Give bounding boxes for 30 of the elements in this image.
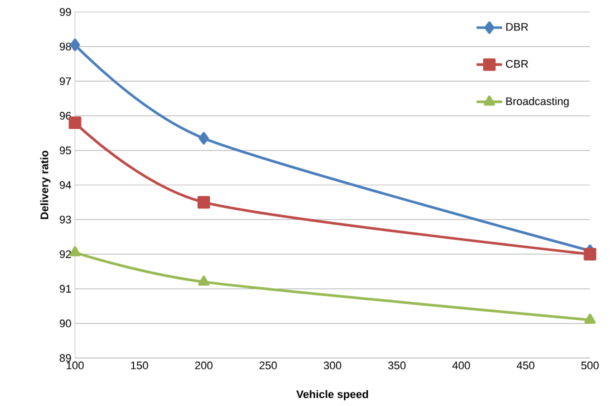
x-tick-label: 500 xyxy=(581,362,599,370)
legend-label: DBR xyxy=(506,23,528,31)
x-tick-label: 450 xyxy=(516,362,534,370)
y-tick-label: 94 xyxy=(60,181,72,189)
y-tick-label: 92 xyxy=(60,250,71,258)
y-tick-label: 89 xyxy=(60,354,71,362)
y-axis-title: Delivery ratio xyxy=(40,150,50,219)
point xyxy=(197,196,210,209)
y-tick-label: 93 xyxy=(60,216,71,224)
y-tick-label: 97 xyxy=(60,77,71,86)
point xyxy=(584,314,596,324)
point xyxy=(584,248,596,260)
x-tick-label: 300 xyxy=(324,362,342,370)
x-tick-label: 400 xyxy=(452,362,470,370)
x-tick-label: 100 xyxy=(66,362,84,370)
legend-label: Broadcasting xyxy=(506,97,569,108)
point xyxy=(70,38,80,52)
x-tick-label: 200 xyxy=(195,362,212,370)
x-axis-title: Vehicle speed xyxy=(296,390,368,400)
y-tick-label: 99 xyxy=(60,8,71,16)
point xyxy=(198,132,209,145)
y-tick-label: 90 xyxy=(60,320,72,328)
y-tick-label: 98 xyxy=(60,42,71,50)
point xyxy=(198,276,210,286)
y-tick-label: 95 xyxy=(60,146,72,154)
x-tick-label: 150 xyxy=(131,362,148,370)
x-tick-label: 350 xyxy=(388,362,406,370)
legend-label: CBR xyxy=(506,60,528,68)
x-tick-label: 250 xyxy=(260,362,277,370)
y-tick-label: 91 xyxy=(60,284,71,293)
